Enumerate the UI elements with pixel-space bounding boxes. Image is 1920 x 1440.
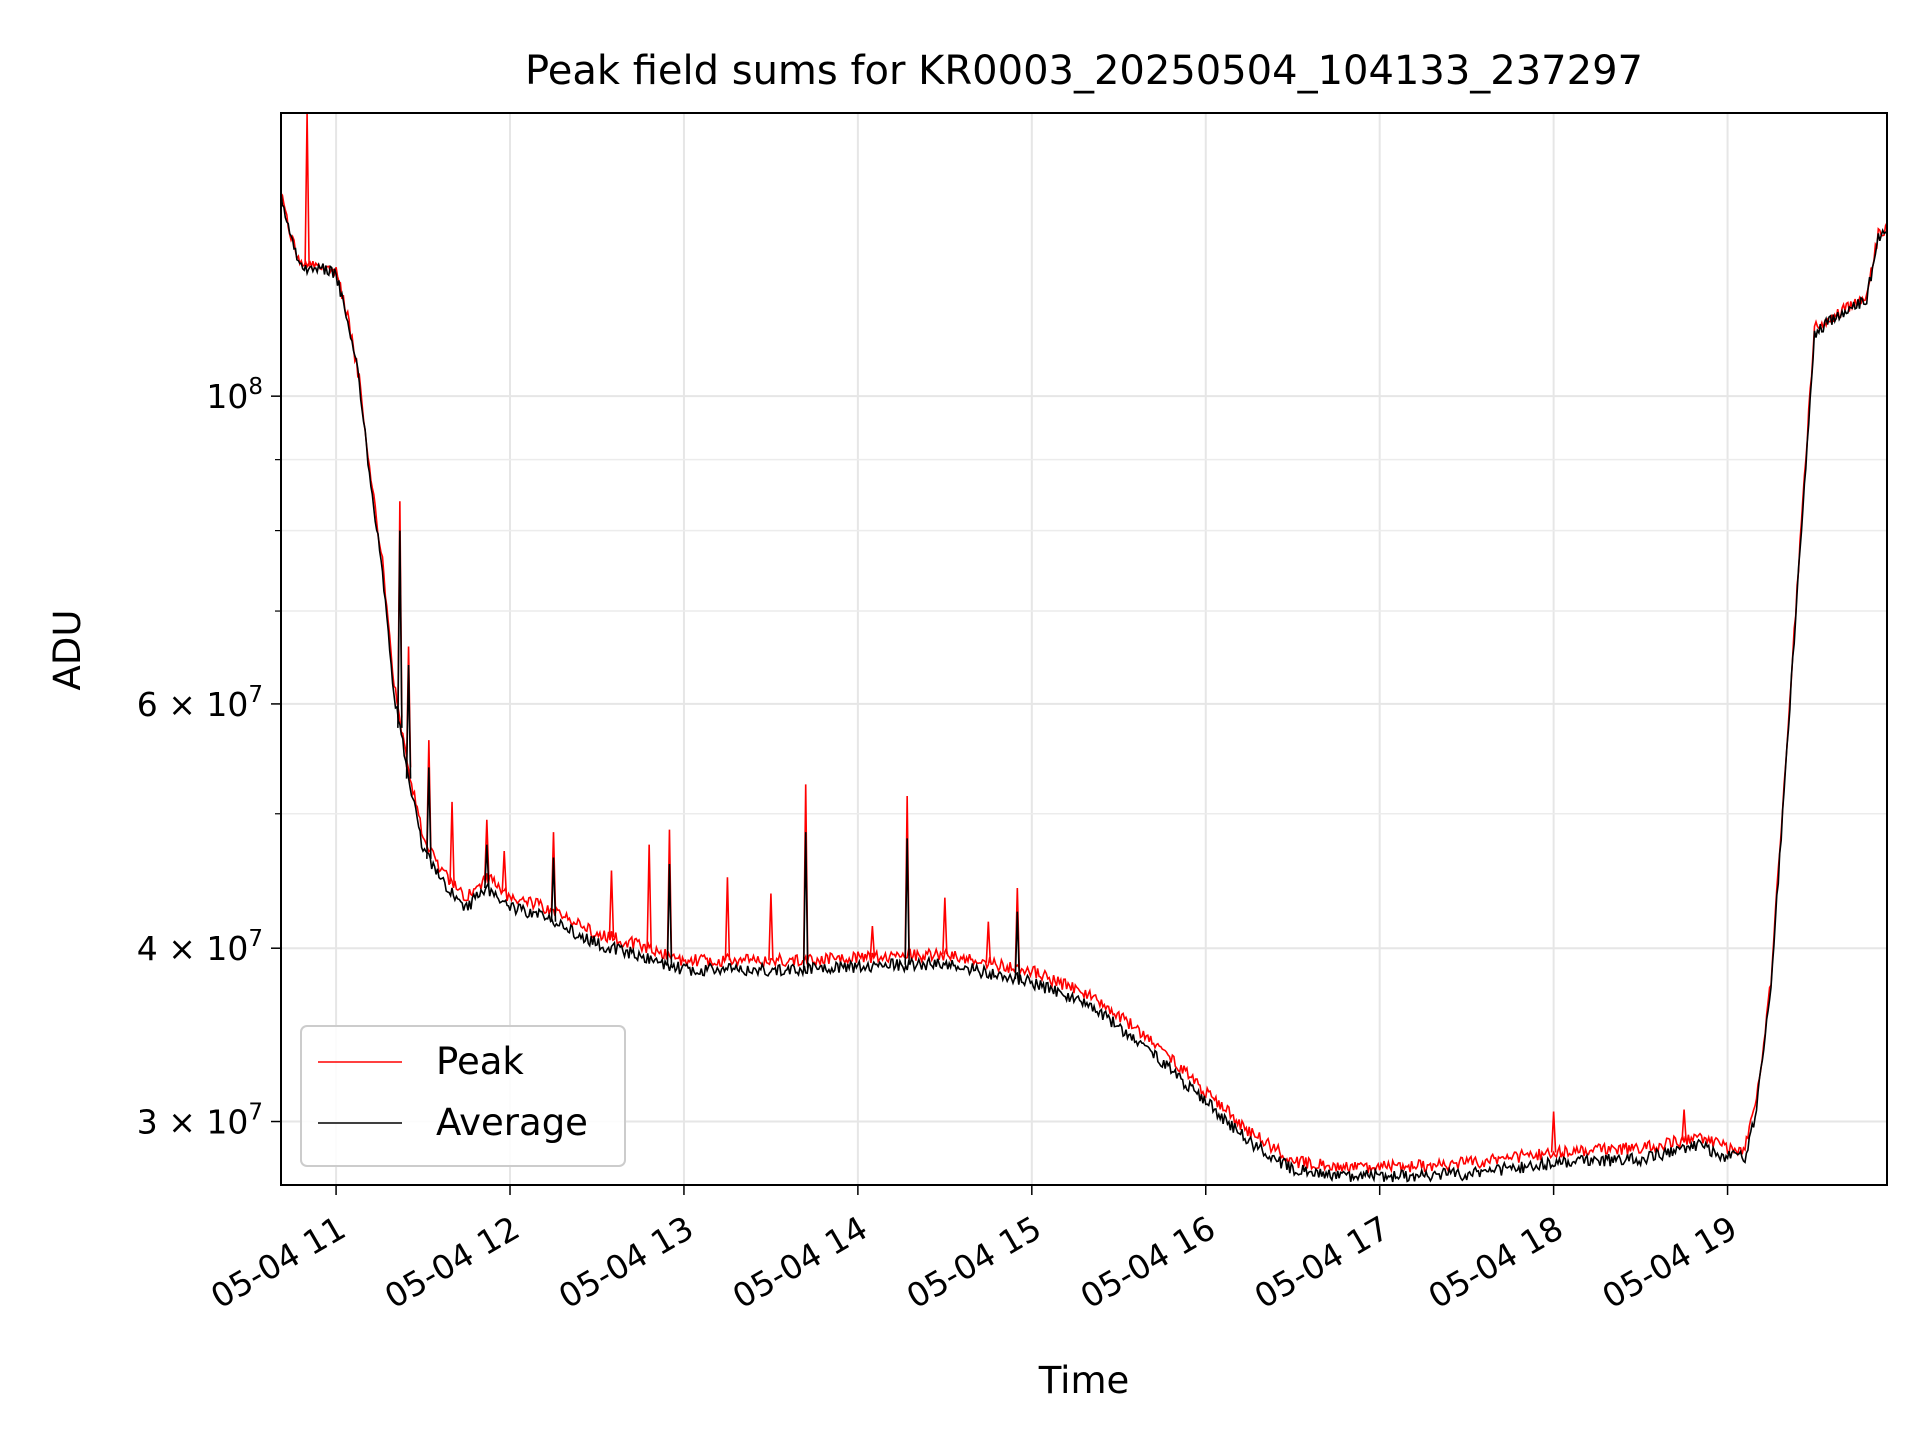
plot-lines	[281, 112, 1887, 1183]
series-spike-peak	[724, 877, 731, 961]
plot-frame	[280, 112, 1888, 1186]
y-axis-label: ADU	[46, 610, 89, 691]
y-tick-label: 108	[206, 374, 263, 416]
y-tick-label: 3 × 107	[137, 1100, 263, 1142]
legend-label-average: Average	[436, 1101, 588, 1144]
series-spike-peak	[869, 925, 876, 957]
series-spike-average	[397, 530, 403, 728]
series-spike-average	[802, 832, 809, 969]
y-tick-label: 6 × 107	[137, 682, 263, 724]
series-spike-average	[426, 767, 432, 859]
y-tick-label: 4 × 107	[137, 926, 263, 968]
x-axis-label: Time	[1038, 1359, 1130, 1402]
series-spike-average	[550, 857, 557, 922]
series-spike-peak	[501, 851, 508, 893]
series-spike-average	[904, 838, 910, 965]
series-spike-average	[484, 844, 490, 889]
series-spike-peak	[985, 921, 992, 963]
y-axis-ticks: 108 6 × 107 4 × 107 3 × 107	[137, 374, 281, 1142]
legend: Peak Average	[300, 1025, 626, 1167]
series-spike-average	[405, 665, 412, 779]
series-spike-peak	[608, 870, 615, 938]
series-spike-peak	[449, 801, 455, 884]
legend-box	[300, 1025, 626, 1167]
series-spike-peak	[1550, 1111, 1557, 1153]
series-line-average	[281, 192, 1887, 1183]
series-spike-peak	[646, 844, 652, 949]
series-spike-average	[1014, 911, 1021, 980]
series-spike-peak	[1681, 1109, 1687, 1141]
legend-label-peak: Peak	[436, 1040, 524, 1083]
chart-title: Peak field sums for KR0003_20250504_1041…	[525, 48, 1643, 94]
series-spike-peak	[942, 897, 948, 955]
series-spike-average	[666, 863, 673, 966]
series-spike-peak	[768, 893, 774, 961]
grid	[281, 113, 1887, 1185]
series-line-peak	[281, 192, 1887, 1174]
